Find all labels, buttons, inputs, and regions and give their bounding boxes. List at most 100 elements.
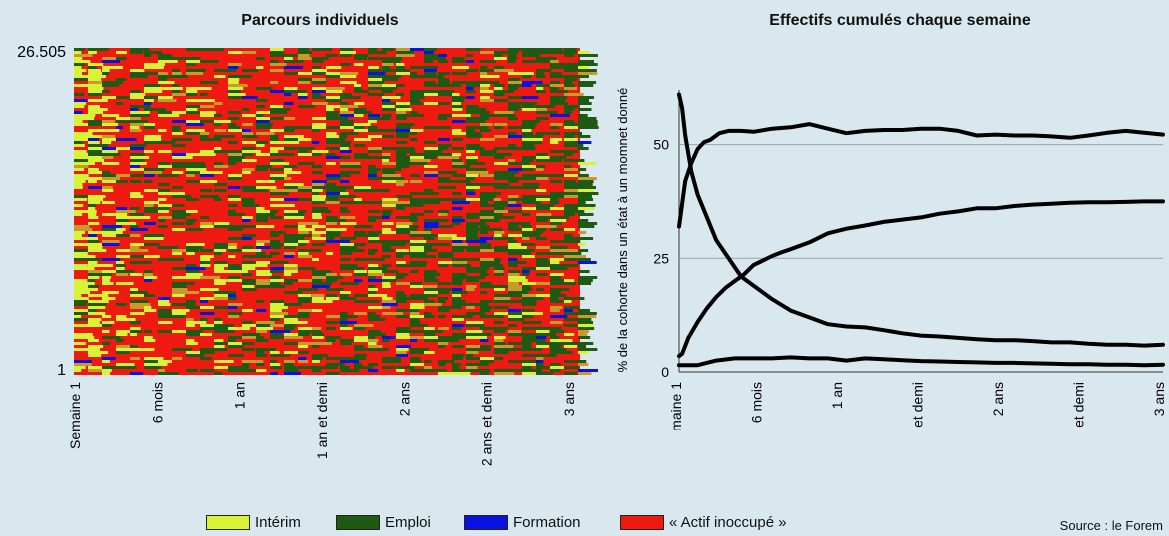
heatmap-cell [88, 321, 100, 324]
heatmap-cell [256, 126, 272, 129]
heatmap-cell [354, 312, 367, 315]
heatmap-cell [424, 192, 439, 195]
heatmap-cell [382, 339, 390, 342]
heatmap-cell [102, 90, 110, 93]
heatmap-cell [74, 294, 82, 297]
heatmap-cell [298, 93, 308, 96]
heatmap-cell [312, 243, 326, 246]
heatmap-cell [522, 255, 535, 258]
heatmap-cell [74, 309, 92, 312]
heatmap-cell [144, 141, 160, 144]
heatmap-cell [270, 135, 279, 138]
heatmap-cell [144, 255, 160, 258]
heatmap-cell [494, 201, 512, 204]
heatmap-cell [340, 249, 359, 252]
heatmap-cell [550, 201, 560, 204]
heatmap-cell [298, 189, 313, 192]
heatmap-cell [522, 135, 543, 138]
heatmap-cell [228, 294, 236, 297]
heatmap-cell [522, 336, 540, 339]
heatmap-cell [508, 48, 524, 51]
heatmap-cell [480, 75, 500, 78]
heatmap-cell [298, 138, 312, 141]
heatmap-cell [144, 108, 165, 111]
heatmap-cell [200, 60, 219, 63]
heatmap-cell [214, 165, 229, 168]
heatmap-cell [144, 99, 154, 102]
heatmap-cell [480, 225, 490, 228]
heatmap-cell [256, 360, 264, 363]
heatmap-cell [396, 183, 405, 186]
heatmap-cell [410, 174, 421, 177]
heatmap-cell [186, 219, 197, 222]
heatmap-cell [340, 123, 354, 126]
heatmap-cell [508, 360, 528, 363]
heatmap-cell [340, 150, 352, 153]
heatmap-cell [382, 279, 397, 282]
heatmap-cell [172, 204, 185, 207]
heatmap-cell [116, 303, 127, 306]
heatmap-cell [312, 216, 322, 219]
heatmap-cell [242, 333, 260, 336]
heatmap-cell [508, 147, 524, 150]
heatmap-cell [102, 297, 116, 300]
heatmap-cell [424, 156, 437, 159]
heatmap-cell [368, 258, 385, 261]
heatmap-cell [368, 156, 386, 159]
heatmap-cell [130, 90, 142, 93]
heatmap-cell [130, 327, 141, 330]
heatmap-cell [158, 363, 168, 366]
heatmap-cell [424, 228, 432, 231]
heatmap-cell [452, 273, 467, 276]
heatmap-cell [284, 186, 301, 189]
heatmap-cell [88, 351, 109, 354]
heatmap-cell [284, 321, 304, 324]
heatmap-cell [494, 231, 505, 234]
heatmap-cell [326, 186, 346, 189]
heatmap-cell [480, 306, 493, 309]
heatmap-cell [312, 153, 322, 156]
heatmap-cell [368, 120, 377, 123]
heatmap-cell [284, 87, 298, 90]
heatmap-cell [312, 69, 327, 72]
heatmap-cell [298, 357, 307, 360]
heatmap-cell [438, 78, 450, 81]
heatmap-cell [130, 93, 146, 96]
heatmap-cell [102, 231, 123, 234]
heatmap-cell [172, 291, 189, 294]
heatmap-cell [508, 51, 519, 54]
heatmap-cell [326, 138, 345, 141]
heatmap-cell [326, 54, 339, 57]
heatmap-cell [536, 90, 546, 93]
heatmap-cell [508, 246, 527, 249]
heatmap-cell [396, 129, 412, 132]
heatmap-cell [368, 189, 388, 192]
heatmap-cell [368, 273, 385, 276]
heatmap-cell [214, 345, 225, 348]
heatmap-cell [144, 51, 163, 54]
heatmap-cell [88, 285, 100, 288]
heatmap-cell [396, 156, 414, 159]
heatmap-cell [214, 252, 222, 255]
heatmap-cell [578, 201, 586, 204]
heatmap-cell [144, 294, 156, 297]
heatmap-cell [88, 231, 109, 234]
heatmap-cell [550, 282, 568, 285]
heatmap-cell [298, 309, 319, 312]
heatmap-cell [186, 162, 205, 165]
heatmap-cell [74, 300, 90, 303]
heatmap-cell [340, 321, 357, 324]
heatmap-cell [382, 48, 395, 51]
heatmap-cell [466, 225, 479, 228]
heatmap-cell [578, 207, 595, 210]
heatmap-cell [536, 261, 557, 264]
heatmap-cell [88, 348, 100, 351]
heatmap-cell [480, 303, 489, 306]
heatmap-cell [74, 48, 86, 51]
heatmap-cell [116, 96, 132, 99]
heatmap-cell [74, 348, 92, 351]
heatmap-cell [466, 216, 479, 219]
heatmap-cell [116, 249, 130, 252]
heatmap-cell [396, 135, 409, 138]
heatmap-cell [228, 135, 236, 138]
